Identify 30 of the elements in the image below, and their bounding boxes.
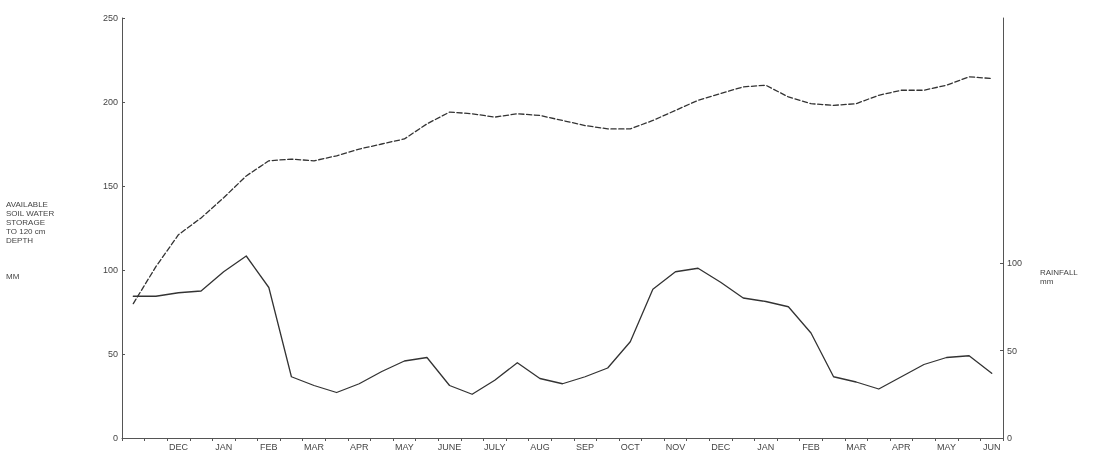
x-tick-label: JUN <box>982 441 1001 452</box>
y-tick-label: 0 <box>112 433 118 443</box>
x-tick-label: NOV <box>665 441 686 452</box>
y2-axis-title: RAINFALL mm <box>1040 268 1079 286</box>
y-tick-label: 50 <box>107 349 118 359</box>
x-tick-label: MAR <box>304 441 325 452</box>
y-tick-label: 100 <box>102 265 118 275</box>
x-tick-label: AUG <box>530 441 550 452</box>
x-tick-label: MAY <box>394 441 414 452</box>
x-tick-label: MAR <box>846 441 867 452</box>
y-tick-label: 150 <box>102 181 118 191</box>
x-tick-label: FEB <box>802 441 820 452</box>
x-tick-label: MAY <box>937 441 956 452</box>
y-tick-label: 200 <box>102 97 118 107</box>
x-tick-label: DEC <box>711 441 731 452</box>
x-tick-label: APR <box>349 441 369 452</box>
x-tick-label: JUNE <box>437 441 462 452</box>
x-tick-label: SEP <box>576 441 595 452</box>
x-tick-label: DEC <box>168 441 189 452</box>
x-tick-label: JULY <box>484 441 506 452</box>
y2-tick-label: 0 <box>1007 433 1013 443</box>
x-tick-label: JAN <box>757 441 775 452</box>
y2-tick-label: 100 <box>1007 258 1023 268</box>
y-tick-label: 250 <box>102 13 118 23</box>
x-tick-label: JAN <box>215 441 233 452</box>
x-tick-label: FEB <box>260 441 278 452</box>
text: AVAILABLE SOIL WATER STORAGE TO 120 cm DEPTH MM <box>6 200 55 281</box>
x-tick-label: APR <box>892 441 912 452</box>
x-tick-label: OCT <box>620 441 641 452</box>
y2-tick-label: 50 <box>1007 345 1018 356</box>
